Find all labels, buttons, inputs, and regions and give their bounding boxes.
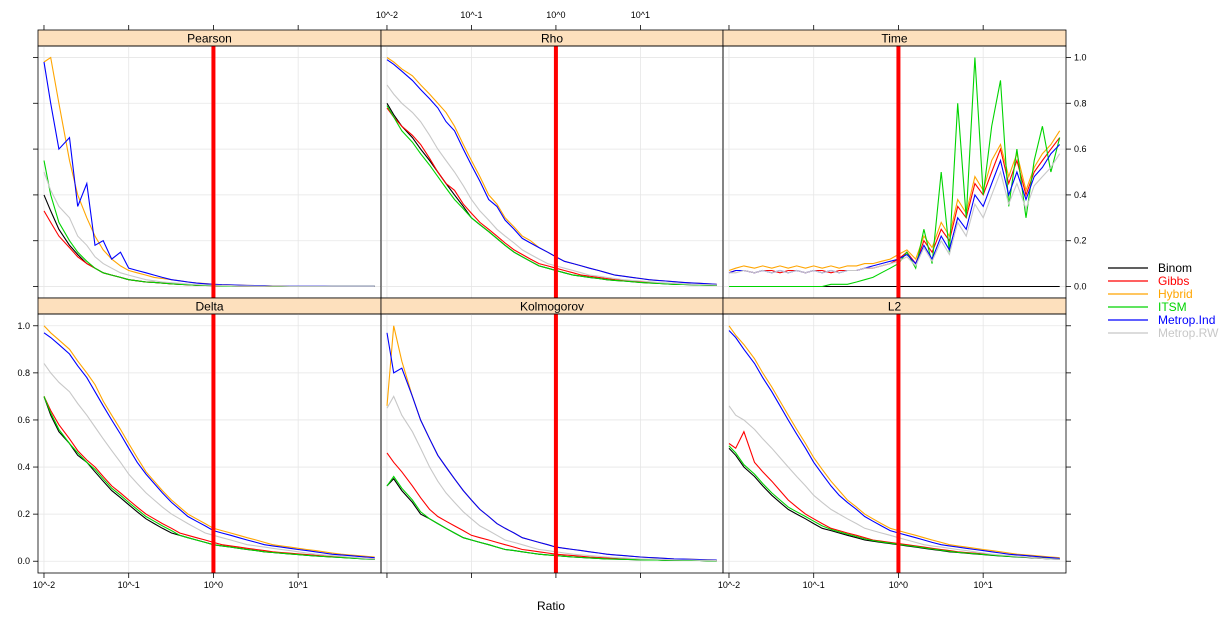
series-line-kolmogorov-metrop-ind bbox=[386, 332, 717, 561]
series-line-rho-gibbs bbox=[386, 107, 717, 286]
y-tick-label: 1.0 bbox=[1074, 52, 1087, 62]
x-tick-label: 10^-2 bbox=[376, 10, 398, 20]
x-tick-label: 10^1 bbox=[631, 10, 650, 20]
y-tick-label: 0.2 bbox=[1074, 236, 1087, 246]
series-line-kolmogorov-itsm bbox=[386, 475, 717, 562]
series-line-l2-metrop-rw bbox=[728, 405, 1060, 560]
strip-title-pearson: Pearson bbox=[187, 32, 232, 46]
legend-label-binom: Binom bbox=[1158, 261, 1192, 275]
series-line-rho-itsm bbox=[386, 105, 717, 286]
series-line-pearson-metrop-rw bbox=[43, 171, 375, 287]
y-tick-label: 0.0 bbox=[17, 556, 30, 566]
y-tick-label: 0.4 bbox=[17, 462, 30, 472]
legend-label-metrop-ind: Metrop.Ind bbox=[1158, 313, 1215, 327]
series-line-delta-gibbs bbox=[43, 396, 375, 560]
series-line-delta-binom bbox=[43, 396, 375, 560]
x-tick-label: 10^1 bbox=[974, 580, 993, 590]
x-tick-label: 10^-1 bbox=[803, 580, 825, 590]
y-tick-label: 0.8 bbox=[1074, 98, 1087, 108]
series-line-l2-hybrid bbox=[728, 325, 1060, 559]
series-line-delta-itsm bbox=[43, 396, 375, 560]
series-line-pearson-itsm bbox=[43, 160, 375, 287]
series-line-time-gibbs bbox=[728, 137, 1061, 274]
y-tick-label: 0.0 bbox=[1074, 282, 1087, 292]
y-tick-label: 0.4 bbox=[1074, 190, 1087, 200]
series-line-kolmogorov-binom bbox=[386, 477, 717, 562]
series-line-kolmogorov-gibbs bbox=[386, 452, 717, 562]
legend-label-metrop-rw: Metrop.RW bbox=[1158, 326, 1219, 340]
legend-label-itsm: ITSM bbox=[1158, 300, 1187, 314]
y-tick-label: 0.6 bbox=[1074, 144, 1087, 154]
series-line-delta-hybrid bbox=[43, 325, 375, 558]
x-tick-label: 10^0 bbox=[889, 580, 908, 590]
panels-layer: Pearson Rho Time Delta Kolmogorov L2 10^-2 10^-… bbox=[17, 10, 1086, 590]
series-line-kolmogorov-hybrid bbox=[386, 325, 717, 561]
series-line-rho-metrop-rw bbox=[386, 84, 717, 286]
x-tick-label: 10^-1 bbox=[460, 10, 482, 20]
strip-title-time: Time bbox=[881, 32, 908, 46]
series-line-kolmogorov-metrop-rw bbox=[386, 395, 717, 562]
series-line-time-itsm bbox=[729, 57, 1061, 288]
y-tick-label: 1.0 bbox=[17, 321, 30, 331]
panel-border-rho bbox=[380, 45, 724, 299]
y-tick-label: 0.2 bbox=[17, 509, 30, 519]
series-line-time-hybrid bbox=[728, 130, 1061, 272]
series-line-delta-metrop-rw bbox=[43, 363, 375, 560]
x-axis-title: Ratio bbox=[537, 599, 565, 613]
strip-title-kolmogorov: Kolmogorov bbox=[520, 300, 584, 314]
panel-border-pearson bbox=[37, 45, 382, 299]
y-tick-label: 0.8 bbox=[17, 368, 30, 378]
legend-label-hybrid: Hybrid bbox=[1158, 287, 1193, 301]
series-line-rho-metrop-ind bbox=[386, 59, 717, 285]
series-line-time-metrop-ind bbox=[728, 144, 1061, 274]
strip-title-l2: L2 bbox=[888, 300, 902, 314]
series-line-l2-itsm bbox=[728, 445, 1060, 560]
series-line-pearson-hybrid bbox=[43, 56, 375, 287]
series-line-time-metrop-rw bbox=[729, 153, 1061, 274]
legend-label-gibbs: Gibbs bbox=[1158, 274, 1189, 288]
x-tick-label: 10^0 bbox=[204, 580, 223, 590]
x-tick-label: 10^1 bbox=[289, 580, 308, 590]
series-line-rho-binom bbox=[386, 103, 717, 286]
strip-title-rho: Rho bbox=[541, 32, 563, 46]
series-line-l2-gibbs bbox=[728, 430, 1060, 560]
x-tick-label: 10^-2 bbox=[718, 580, 740, 590]
series-line-delta-metrop-ind bbox=[43, 332, 375, 559]
series-line-l2-metrop-ind bbox=[728, 330, 1060, 559]
x-tick-label: 10^-2 bbox=[33, 580, 55, 590]
series-line-pearson-metrop-ind bbox=[43, 61, 375, 287]
x-tick-label: 10^-1 bbox=[118, 580, 140, 590]
panel-border-l2 bbox=[722, 313, 1067, 574]
x-tick-label: 10^0 bbox=[546, 10, 565, 20]
y-tick-label: 0.6 bbox=[17, 415, 30, 425]
strip-title-delta: Delta bbox=[195, 300, 223, 314]
series-line-pearson-gibbs bbox=[43, 210, 375, 287]
